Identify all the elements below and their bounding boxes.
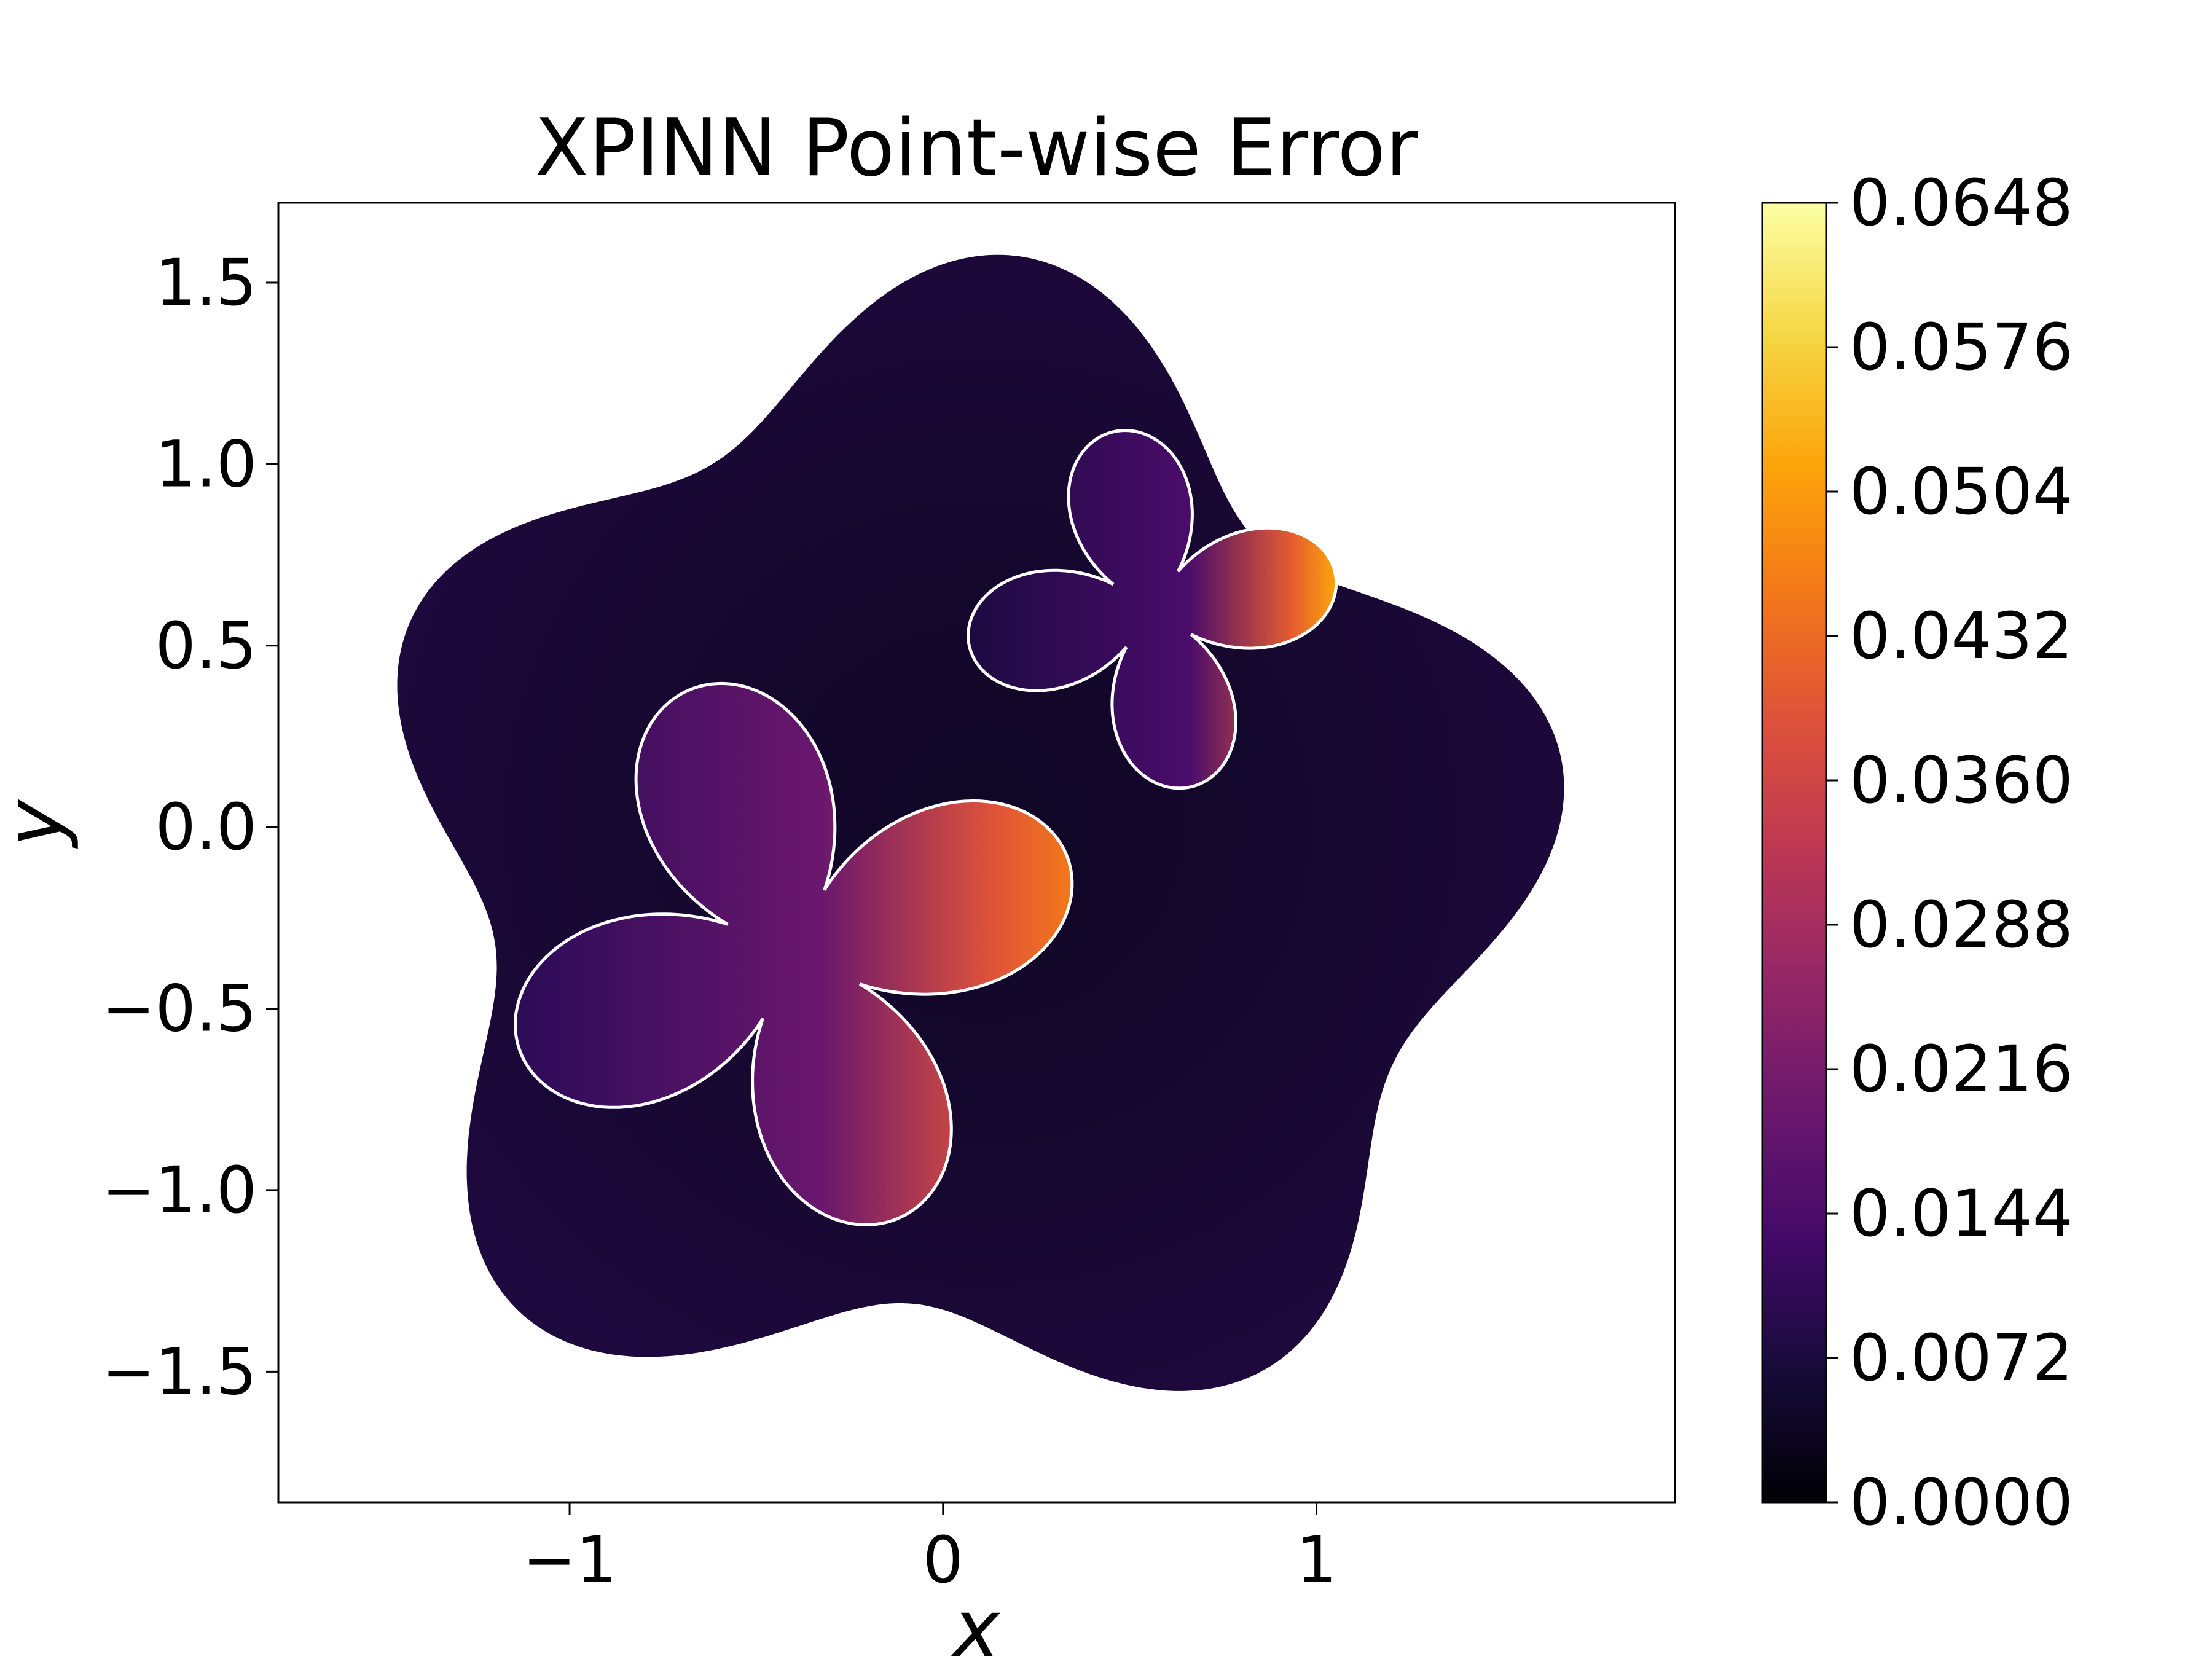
subdomain-2-region	[968, 430, 1336, 788]
y-tick-label: 1.0	[155, 426, 257, 501]
colorbar-tick-label: 0.0072	[1849, 1320, 2073, 1395]
x-tick-label: 0	[923, 1523, 963, 1598]
colorbar-tick-label: 0.0504	[1849, 454, 2073, 529]
subdomain-group	[514, 429, 1338, 1226]
colorbar-tick-label: 0.0576	[1849, 310, 2073, 385]
colorbar-tick-label: 0.0000	[1849, 1465, 2073, 1540]
colorbar-tick-label: 0.0432	[1849, 598, 2073, 673]
y-tick-label: 0.5	[155, 608, 257, 683]
x-tick-label: −1	[522, 1523, 616, 1598]
x-axis-ticks: −1 0 1	[522, 1502, 1337, 1598]
y-axis-label: y	[0, 799, 80, 849]
colorbar-tick-label: 0.0288	[1849, 887, 2073, 962]
colorbar-tick-label: 0.0648	[1849, 165, 2073, 240]
colorbar-ticks: 0.0000 0.0072 0.0144 0.0216 0.0288 0.0360 0.04…	[1826, 165, 2073, 1540]
subdomain-1-interface	[514, 681, 1074, 1226]
colorbar-tick-label: 0.0216	[1849, 1032, 2073, 1107]
y-tick-label: −1.5	[101, 1334, 257, 1409]
y-tick-label: −1.0	[101, 1153, 257, 1228]
y-tick-label: 1.5	[155, 245, 257, 320]
colorbar	[1761, 202, 1827, 1504]
colorbar-tick-label: 0.0360	[1849, 743, 2073, 818]
chart-title: XPINN Point-wise Error	[535, 103, 1418, 194]
y-tick-label: −0.5	[101, 971, 257, 1046]
x-axis-label: x	[951, 1583, 1000, 1659]
colorbar-tick-label: 0.0144	[1849, 1176, 2073, 1251]
y-axis-ticks: 1.5 1.0 0.5 0.0 −0.5 −1.0 −1.5	[101, 245, 278, 1409]
subdomain-2-interface	[967, 429, 1338, 790]
y-tick-label: 0.0	[155, 790, 257, 865]
axes-frame	[277, 202, 1676, 1504]
x-tick-label: 1	[1296, 1523, 1336, 1598]
plot-area	[397, 254, 1564, 1391]
subdomain-1-region	[515, 683, 1072, 1225]
